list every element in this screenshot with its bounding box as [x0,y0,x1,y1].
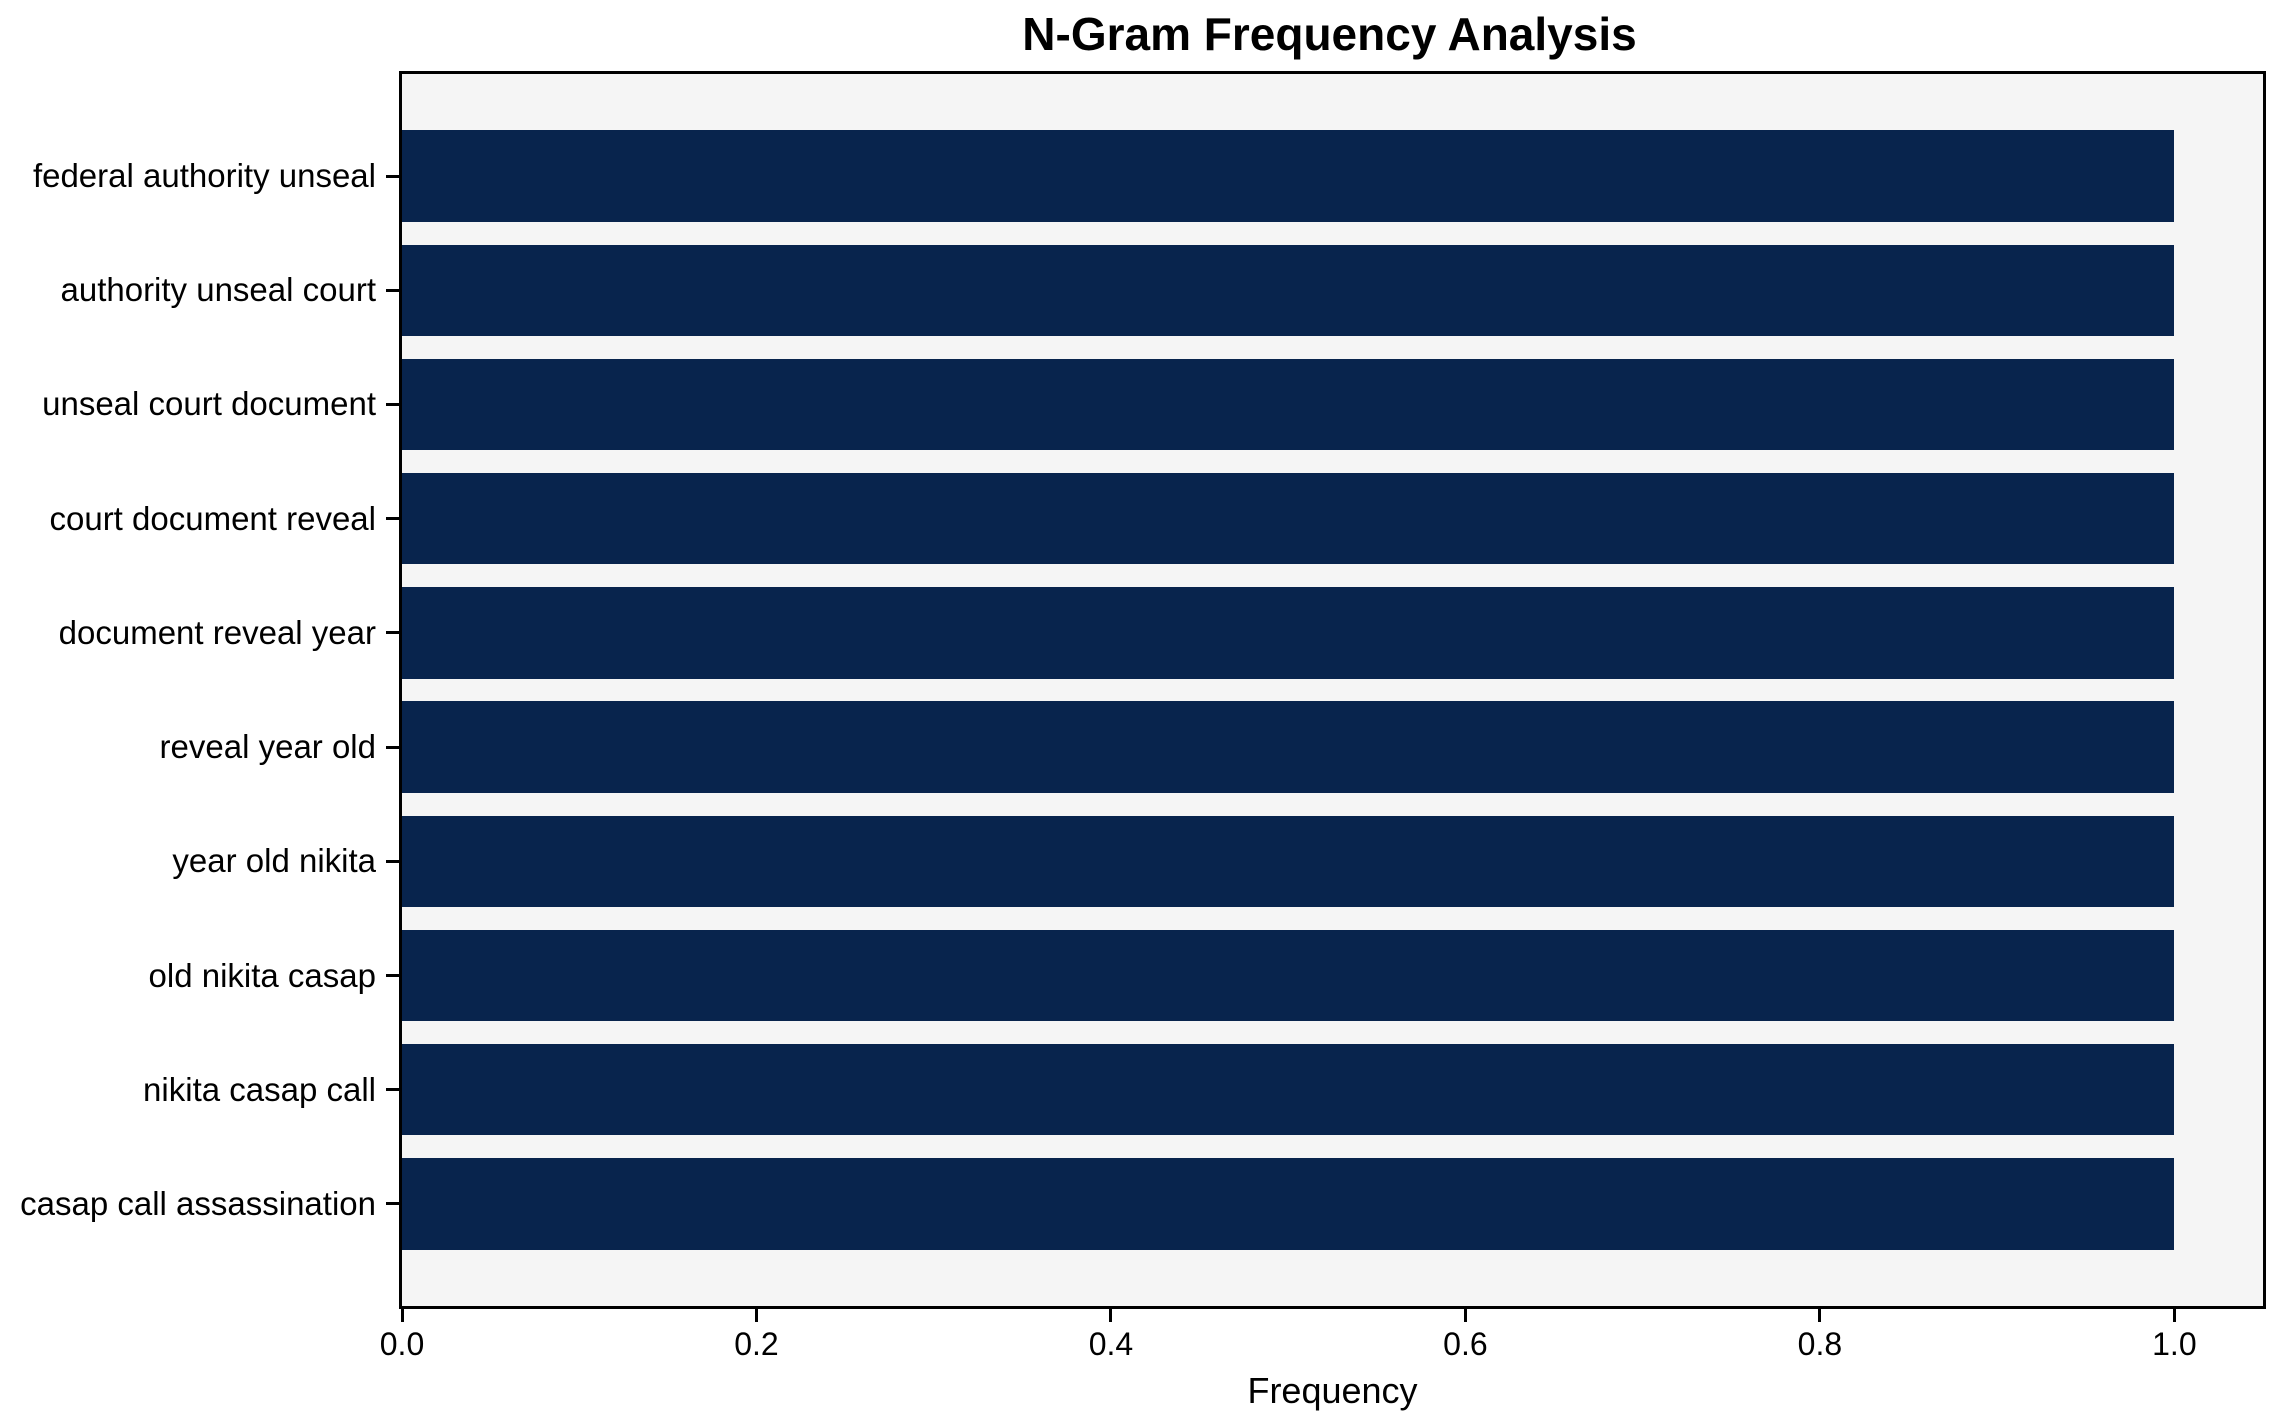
bar [402,587,2175,679]
y-tick-label: old nikita casap [148,956,376,994]
x-tick-mark [2172,1309,2176,1322]
x-tick-mark [1818,1309,1822,1322]
x-tick-label: 0.4 [1088,1326,1134,1362]
y-tick-mark [386,402,399,406]
plot-area: federal authority unseal authority unseal… [20,71,2266,1411]
y-tick-label: authority unseal court [60,271,376,309]
x-axis-label: Frequency [1247,1370,1418,1411]
y-tick-mark [386,631,399,635]
y-tick-mark [386,288,399,292]
y-tick-mark [386,745,399,749]
bar [402,130,2175,222]
y-tick-label: reveal year old [159,728,376,766]
bar [402,244,2175,336]
y-tick-label: year old nikita [172,842,376,880]
y-tick-label: document reveal year [58,613,376,651]
bar [402,929,2175,1022]
x-tick-mark [400,1309,404,1322]
y-tick-mark [386,974,399,978]
y-tick-label: nikita casap call [143,1070,376,1108]
x-tick-mark [1463,1309,1467,1322]
y-tick-label: unseal court document [42,385,376,423]
bar [402,1044,2175,1136]
y-tick-mark [386,1088,399,1092]
y-tick-label: court document reveal [49,499,376,537]
y-tick-mark [386,174,399,178]
y-tick-label: federal authority unseal [32,157,376,194]
x-tick-label: 1.0 [2152,1326,2197,1362]
x-tick-label: 0.0 [379,1326,425,1362]
bar [402,472,2175,565]
x-tick-label: 0.6 [1443,1326,1488,1362]
x-tick-mark [754,1309,758,1322]
bar [402,1158,2175,1250]
y-tick-mark [386,517,399,521]
x-tick-label: 0.2 [734,1326,779,1362]
x-tick-mark [1109,1309,1113,1322]
y-tick-label: casap call assassination [20,1184,376,1222]
bar [402,358,2175,451]
bar [402,701,2175,793]
y-tick-mark [386,1202,399,1206]
y-tick-mark [386,859,399,863]
bar [402,815,2175,908]
chart-title: N-Gram Frequency Analysis [1022,8,1637,60]
x-tick-label: 0.8 [1797,1326,1843,1362]
